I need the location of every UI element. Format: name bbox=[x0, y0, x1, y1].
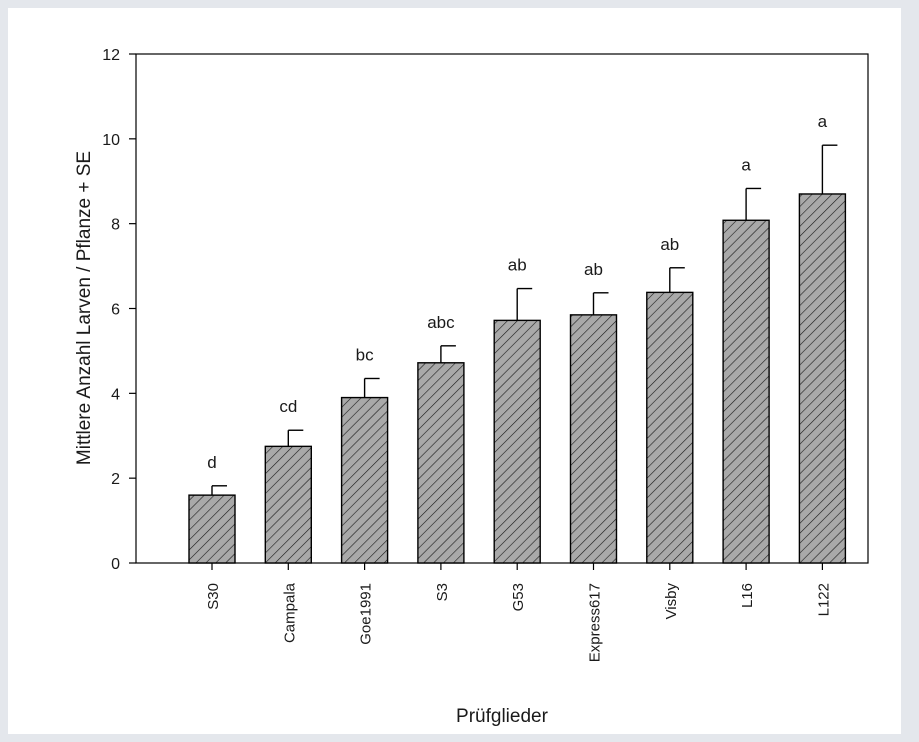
y-tick-label: 0 bbox=[111, 556, 120, 573]
bar-chart: 0 2 4 6 8 10 12 S30 Campala Goe1991 S3 G53 Express6… bbox=[74, 47, 869, 727]
significance-letter: cd bbox=[279, 397, 297, 416]
y-axis: 0 2 4 6 8 10 12 bbox=[102, 47, 136, 573]
bar-visby bbox=[646, 291, 694, 564]
significance-letter: a bbox=[741, 155, 751, 174]
x-tick-label: S30 bbox=[205, 583, 222, 610]
bar-s30 bbox=[188, 494, 236, 564]
bar-l16 bbox=[722, 219, 770, 564]
bar-express617 bbox=[569, 314, 618, 564]
significance-letter: a bbox=[818, 112, 828, 131]
bar-s3 bbox=[417, 362, 465, 564]
bar-l122 bbox=[798, 193, 847, 564]
bar-g53 bbox=[493, 319, 541, 564]
y-tick-label: 8 bbox=[111, 217, 120, 234]
x-tick-label: L16 bbox=[739, 583, 756, 608]
y-tick-label: 2 bbox=[111, 471, 120, 488]
figure-panel: 0 2 4 6 8 10 12 S30 Campala Goe1991 S3 G53 Express6… bbox=[8, 8, 901, 734]
x-axis: S30 Campala Goe1991 S3 G53 Express617 Visby L16… bbox=[205, 563, 832, 662]
x-tick-label: G53 bbox=[510, 583, 527, 611]
x-tick-label: L122 bbox=[815, 583, 832, 616]
significance-letter: ab bbox=[584, 260, 603, 279]
bars-group: d cd bc abc ab ab ab a a bbox=[188, 112, 847, 564]
bar-goe1991 bbox=[340, 396, 389, 564]
x-tick-label: Campala bbox=[281, 582, 298, 643]
y-tick-label: 10 bbox=[102, 132, 120, 149]
significance-letter: abc bbox=[427, 313, 455, 332]
significance-letter: ab bbox=[660, 235, 679, 254]
significance-letter: ab bbox=[508, 256, 527, 275]
y-tick-label: 12 bbox=[102, 47, 120, 64]
significance-letter: bc bbox=[356, 345, 374, 364]
x-tick-label: Visby bbox=[663, 583, 680, 620]
y-tick-label: 6 bbox=[111, 302, 120, 319]
x-tick-label: S3 bbox=[434, 583, 451, 601]
significance-letter: d bbox=[207, 453, 216, 472]
bar-campala bbox=[264, 445, 312, 564]
y-tick-label: 4 bbox=[111, 386, 120, 403]
x-tick-label: Express617 bbox=[587, 583, 604, 662]
x-tick-label: Goe1991 bbox=[358, 583, 375, 645]
x-axis-label: Prüfglieder bbox=[456, 706, 549, 727]
y-axis-label: Mittlere Anzahl Larven / Pflanze + SE bbox=[74, 151, 95, 465]
